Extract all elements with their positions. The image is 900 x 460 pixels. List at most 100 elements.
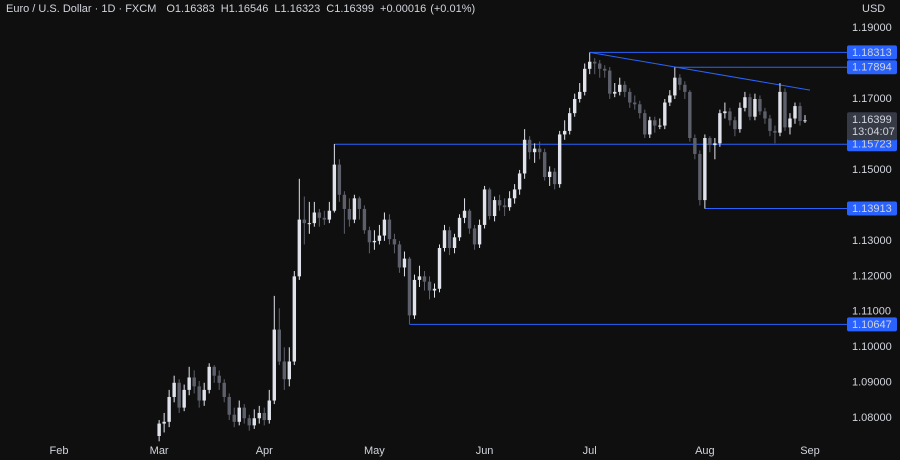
candle-body — [698, 153, 702, 201]
y-tick-label: 1.11000 — [852, 306, 891, 318]
candle-body — [267, 400, 271, 421]
y-tick-label: 1.15000 — [852, 164, 892, 176]
y-tick-label: 1.19000 — [852, 22, 892, 34]
candle-body — [527, 139, 532, 153]
candle-body — [377, 235, 382, 241]
candle-body — [517, 173, 522, 190]
candle-body — [778, 91, 782, 133]
candle-body — [322, 217, 327, 220]
candle-body — [497, 200, 502, 206]
candle-body — [247, 418, 251, 426]
candle-body — [562, 130, 567, 135]
x-tick-label: Sep — [800, 445, 820, 457]
candle-body — [618, 84, 622, 92]
level-label: 1.15723 — [852, 139, 892, 151]
candle-body — [552, 171, 557, 185]
level-label: 1.13913 — [852, 203, 892, 215]
candle-body — [292, 276, 297, 362]
ohlc-value: 1.16399 — [334, 3, 374, 15]
candle-body — [608, 70, 612, 94]
y-tick-label: 1.13000 — [852, 235, 892, 247]
candle-body — [477, 224, 482, 245]
candle-body — [422, 276, 427, 282]
x-tick-label: Jun — [476, 445, 494, 457]
change-percent: (+0.01%) — [430, 3, 475, 15]
y-tick-label: 1.09000 — [852, 377, 892, 389]
candle-body — [733, 120, 737, 130]
candle-body — [728, 111, 732, 121]
candle-body — [633, 102, 637, 105]
candle-body — [357, 198, 362, 209]
candle-body — [678, 77, 682, 85]
y-tick-label: 1.10000 — [852, 341, 892, 353]
candle-body — [532, 148, 537, 153]
candle-body — [753, 98, 757, 117]
candle-body — [613, 91, 617, 94]
candle-body — [577, 91, 582, 99]
candle-body — [182, 389, 186, 408]
candle-body — [798, 106, 802, 121]
candle-body — [467, 210, 472, 229]
candle-body — [427, 281, 432, 291]
candle-body — [342, 194, 347, 209]
candle-body — [157, 423, 161, 436]
candle-body — [252, 418, 256, 426]
candle-body — [197, 386, 201, 401]
candle-body — [758, 98, 762, 112]
candle-body — [352, 198, 357, 220]
candle-body — [537, 148, 542, 153]
candle-body — [643, 113, 647, 135]
last-price: 1.16399 — [852, 114, 892, 126]
candle-body — [567, 113, 572, 131]
candle-body — [282, 361, 286, 380]
candle-body — [572, 98, 577, 114]
ohlc-label: C — [326, 3, 334, 15]
candle-body — [452, 237, 457, 248]
candle-body — [207, 366, 211, 390]
candle-body — [187, 377, 191, 390]
candle-body — [542, 152, 547, 178]
candle-body — [332, 164, 337, 211]
level-label-box — [847, 317, 897, 332]
candle-body — [202, 389, 206, 401]
level-label: 1.18313 — [852, 47, 892, 59]
candle-body — [442, 230, 447, 248]
candle-body — [502, 205, 507, 208]
candle-body — [547, 171, 552, 178]
candle-body — [492, 200, 497, 217]
candle-body — [557, 134, 562, 185]
x-tick-label: Aug — [695, 445, 715, 457]
candle-body — [437, 247, 442, 289]
candle-body — [593, 61, 597, 64]
level-label: 1.10647 — [852, 319, 892, 331]
candle-body — [392, 239, 397, 245]
candle-body — [172, 382, 176, 397]
x-tick-label: May — [364, 445, 385, 457]
candle-body — [372, 240, 377, 243]
candle-body — [387, 219, 392, 240]
y-tick-label: 1.17000 — [852, 93, 892, 105]
candle-body — [588, 61, 592, 69]
candle-body — [162, 421, 166, 424]
candle-body — [472, 228, 477, 245]
candle-body — [317, 212, 322, 218]
candle-body — [703, 138, 707, 201]
ohlc-value: 1.16383 — [175, 3, 215, 15]
candle-body — [512, 189, 517, 199]
candle-body — [417, 276, 422, 280]
candle-body — [227, 396, 231, 415]
candle-body — [397, 244, 402, 268]
candle-body — [337, 164, 342, 195]
candle-body — [222, 382, 226, 397]
candle-body — [648, 120, 652, 135]
candle-body — [257, 412, 261, 419]
candle-body — [803, 120, 807, 122]
candle-body — [287, 361, 292, 380]
x-tick-label: Jul — [583, 445, 597, 457]
candle-body — [598, 63, 602, 69]
candle-body — [262, 412, 266, 421]
candle-body — [487, 189, 492, 217]
level-label-box — [847, 45, 897, 60]
candle-body — [217, 375, 221, 383]
